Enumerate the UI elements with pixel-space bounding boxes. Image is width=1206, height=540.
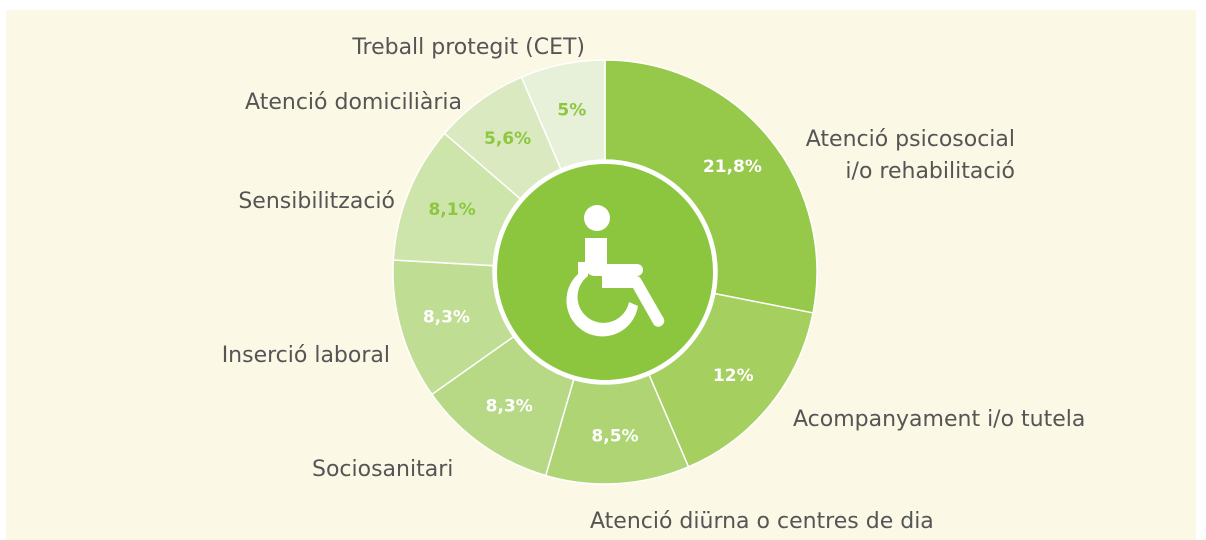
category-label: Atenció diürna o centres de dia xyxy=(590,509,934,534)
value-label: 8,3% xyxy=(486,396,533,416)
category-label: Sociosanitari xyxy=(312,457,454,482)
category-label: Atenció domiciliària xyxy=(245,90,462,115)
category-label: Acompanyament i/o tutela xyxy=(793,407,1086,432)
category-label: Atenció psicosocial i/o rehabilitació xyxy=(805,127,1015,184)
value-label: 5,6% xyxy=(484,129,531,149)
value-label: 8,5% xyxy=(591,427,638,447)
wheelchair-icon xyxy=(566,205,665,337)
category-label: Inserció laboral xyxy=(221,343,390,368)
value-label: 21,8% xyxy=(703,157,762,177)
value-label: 8,1% xyxy=(428,200,475,220)
category-label: Sensibilització xyxy=(238,189,395,214)
value-label: 5% xyxy=(557,100,586,120)
value-label: 12% xyxy=(713,366,754,386)
value-label: 8,3% xyxy=(423,307,470,327)
segment xyxy=(604,59,818,314)
category-label: Treball protegit (CET) xyxy=(352,35,585,60)
